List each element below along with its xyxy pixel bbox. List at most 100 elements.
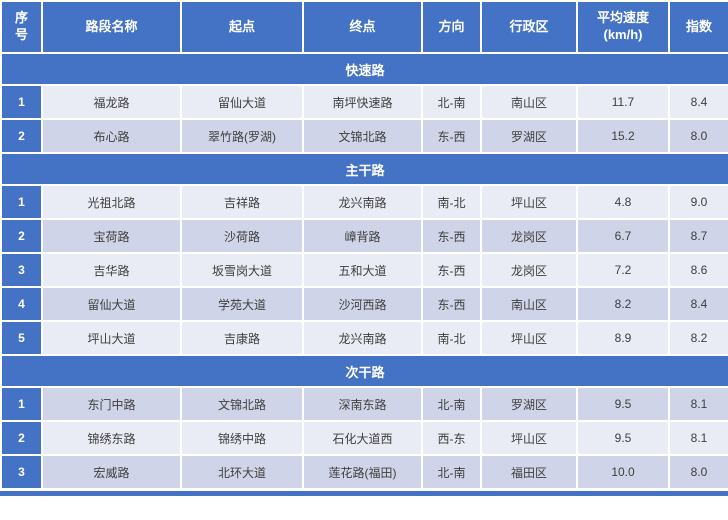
end-point-cell: 文锦北路 (302, 118, 423, 154)
col-header-end: 终点 (302, 0, 423, 54)
avg-speed-cell: 4.8 (576, 184, 670, 220)
road-name-cell: 东门中路 (41, 386, 182, 422)
end-point-cell: 石化大道西 (302, 420, 423, 456)
end-point-cell: 深南东路 (302, 386, 423, 422)
direction-cell: 东-西 (421, 118, 482, 154)
header-row: 序 号 路段名称 起点 终点 方向 行政区 平均速度 (km/h) 指数 (0, 0, 728, 54)
district-cell: 福田区 (480, 454, 578, 490)
direction-cell: 北-南 (421, 454, 482, 490)
district-cell: 罗湖区 (480, 118, 578, 154)
end-point-cell: 南坪快速路 (302, 84, 423, 120)
end-point-cell: 莲花路(福田) (302, 454, 423, 490)
road-name-cell: 光祖北路 (41, 184, 182, 220)
road-name-cell: 布心路 (41, 118, 182, 154)
start-point-cell: 坂雪岗大道 (180, 252, 304, 288)
start-point-cell: 吉祥路 (180, 184, 304, 220)
district-cell: 坪山区 (480, 320, 578, 356)
avg-speed-cell: 10.0 (576, 454, 670, 490)
section-title: 次干路 (0, 354, 728, 388)
direction-cell: 西-东 (421, 420, 482, 456)
start-point-cell: 吉康路 (180, 320, 304, 356)
index-cell: 9.0 (668, 184, 728, 220)
col-header-district: 行政区 (480, 0, 578, 54)
direction-cell: 东-西 (421, 218, 482, 254)
avg-speed-cell: 6.7 (576, 218, 670, 254)
row-number-cell: 2 (0, 118, 43, 154)
avg-speed-cell: 7.2 (576, 252, 670, 288)
end-point-cell: 沙河西路 (302, 286, 423, 322)
row-number-cell: 2 (0, 420, 43, 456)
direction-cell: 南-北 (421, 320, 482, 356)
section-title: 快速路 (0, 52, 728, 86)
avg-speed-cell: 8.2 (576, 286, 670, 322)
road-name-cell: 坪山大道 (41, 320, 182, 356)
index-cell: 8.0 (668, 118, 728, 154)
road-name-cell: 留仙大道 (41, 286, 182, 322)
start-point-cell: 沙荷路 (180, 218, 304, 254)
section-header-expressway: 快速路 (0, 52, 728, 86)
index-cell: 8.1 (668, 386, 728, 422)
col-header-start: 起点 (180, 0, 304, 54)
table-row: 1 福龙路 留仙大道 南坪快速路 北-南 南山区 11.7 8.4 (0, 84, 728, 120)
start-point-cell: 锦绣中路 (180, 420, 304, 456)
avg-speed-cell: 15.2 (576, 118, 670, 154)
start-point-cell: 留仙大道 (180, 84, 304, 120)
row-number-cell: 3 (0, 454, 43, 490)
avg-speed-cell: 8.9 (576, 320, 670, 356)
table-row: 2 布心路 翠竹路(罗湖) 文锦北路 东-西 罗湖区 15.2 8.0 (0, 118, 728, 154)
table-row: 1 东门中路 文锦北路 深南东路 北-南 罗湖区 9.5 8.1 (0, 386, 728, 422)
start-point-cell: 北环大道 (180, 454, 304, 490)
index-cell: 8.4 (668, 84, 728, 120)
index-cell: 8.0 (668, 454, 728, 490)
index-cell: 8.7 (668, 218, 728, 254)
road-speed-table: 序 号 路段名称 起点 终点 方向 行政区 平均速度 (km/h) 指数 快速路… (0, 0, 728, 490)
table-row: 2 宝荷路 沙荷路 嶂背路 东-西 龙岗区 6.7 8.7 (0, 218, 728, 254)
index-cell: 8.4 (668, 286, 728, 322)
direction-cell: 北-南 (421, 84, 482, 120)
row-number-cell: 3 (0, 252, 43, 288)
end-point-cell: 龙兴南路 (302, 320, 423, 356)
row-number-cell: 1 (0, 184, 43, 220)
table-row: 4 留仙大道 学苑大道 沙河西路 东-西 南山区 8.2 8.4 (0, 286, 728, 322)
direction-cell: 东-西 (421, 286, 482, 322)
end-point-cell: 五和大道 (302, 252, 423, 288)
col-header-seq: 序 号 (0, 0, 43, 54)
col-header-direction: 方向 (421, 0, 482, 54)
row-number-cell: 4 (0, 286, 43, 322)
row-number-cell: 1 (0, 84, 43, 120)
road-name-cell: 吉华路 (41, 252, 182, 288)
end-point-cell: 嶂背路 (302, 218, 423, 254)
row-number-cell: 1 (0, 386, 43, 422)
table-row: 1 光祖北路 吉祥路 龙兴南路 南-北 坪山区 4.8 9.0 (0, 184, 728, 220)
district-cell: 罗湖区 (480, 386, 578, 422)
avg-speed-cell: 9.5 (576, 420, 670, 456)
col-header-avg-speed: 平均速度 (km/h) (576, 0, 670, 54)
end-point-cell: 龙兴南路 (302, 184, 423, 220)
district-cell: 龙岗区 (480, 218, 578, 254)
start-point-cell: 文锦北路 (180, 386, 304, 422)
direction-cell: 南-北 (421, 184, 482, 220)
direction-cell: 北-南 (421, 386, 482, 422)
road-name-cell: 锦绣东路 (41, 420, 182, 456)
table-row: 2 锦绣东路 锦绣中路 石化大道西 西-东 坪山区 9.5 8.1 (0, 420, 728, 456)
table-row: 5 坪山大道 吉康路 龙兴南路 南-北 坪山区 8.9 8.2 (0, 320, 728, 356)
section-header-arterial-road: 主干路 (0, 152, 728, 186)
avg-speed-cell: 9.5 (576, 386, 670, 422)
district-cell: 南山区 (480, 84, 578, 120)
col-header-road-name: 路段名称 (41, 0, 182, 54)
district-cell: 南山区 (480, 286, 578, 322)
district-cell: 坪山区 (480, 420, 578, 456)
district-cell: 龙岗区 (480, 252, 578, 288)
section-header-secondary-road: 次干路 (0, 354, 728, 388)
road-name-cell: 宝荷路 (41, 218, 182, 254)
road-name-cell: 宏威路 (41, 454, 182, 490)
index-cell: 8.6 (668, 252, 728, 288)
col-header-index: 指数 (668, 0, 728, 54)
start-point-cell: 学苑大道 (180, 286, 304, 322)
table-bottom-border (0, 491, 728, 496)
row-number-cell: 2 (0, 218, 43, 254)
avg-speed-cell: 11.7 (576, 84, 670, 120)
table-row: 3 宏威路 北环大道 莲花路(福田) 北-南 福田区 10.0 8.0 (0, 454, 728, 490)
index-cell: 8.2 (668, 320, 728, 356)
